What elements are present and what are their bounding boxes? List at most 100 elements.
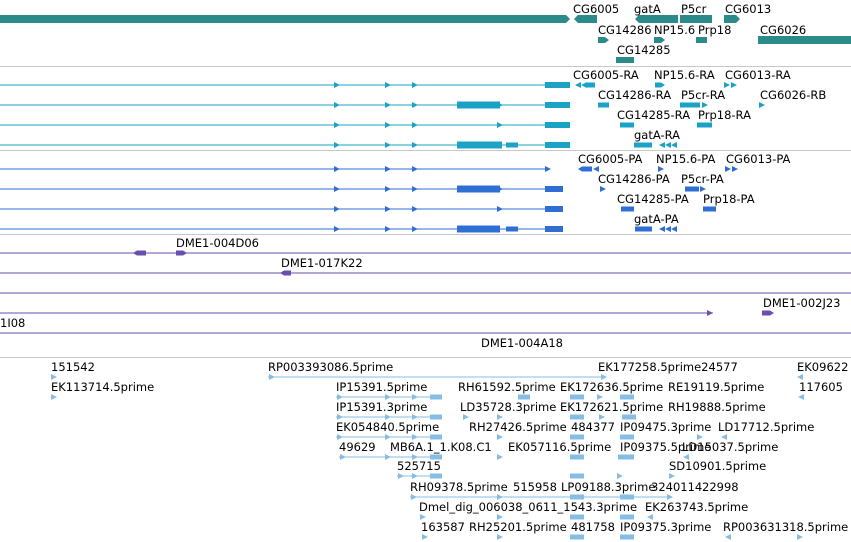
est-label[interactable]: 3240114 — [651, 480, 702, 494]
strand-arrow-right[interactable] — [385, 226, 391, 232]
est-label[interactable]: IP09375.3prime — [620, 520, 711, 534]
exon-block[interactable] — [635, 15, 678, 23]
strand-arrow-right[interactable] — [337, 414, 343, 420]
strand-arrow-left[interactable] — [575, 82, 581, 88]
est-block[interactable] — [430, 473, 442, 479]
est-block[interactable] — [618, 454, 634, 460]
exon-block[interactable] — [545, 82, 570, 88]
exon-block[interactable] — [506, 226, 518, 232]
est-label[interactable]: LD17712.5prime — [718, 420, 814, 434]
exon-block[interactable] — [758, 36, 851, 44]
strand-arrow-right[interactable] — [334, 186, 340, 192]
strand-arrow-right[interactable] — [697, 434, 703, 440]
strand-arrow-right[interactable] — [669, 473, 675, 479]
strand-arrow-right[interactable] — [411, 494, 417, 500]
est-label[interactable]: IP15391.5prime — [336, 380, 427, 394]
protein-label[interactable]: Prp18-PA — [703, 192, 755, 206]
protein-label[interactable]: CG6013-PA — [726, 152, 791, 166]
strand-arrow-right[interactable] — [497, 534, 503, 540]
gene-label[interactable]: CG14285 — [617, 43, 671, 57]
exon-block[interactable] — [598, 102, 609, 108]
est-label[interactable]: EK172621.5prime — [560, 400, 663, 414]
gene-label[interactable]: P5cr — [681, 2, 707, 16]
exon-block[interactable] — [280, 270, 291, 276]
protein-label[interactable]: gatA-PA — [634, 212, 679, 226]
est-label[interactable]: LD15037.5prime — [682, 440, 778, 454]
est-block[interactable] — [570, 394, 584, 400]
transcript-label[interactable]: P5cr-RA — [681, 88, 725, 102]
exon-block[interactable] — [545, 102, 570, 108]
est-label[interactable]: 49629 — [339, 440, 376, 454]
strand-arrow-right[interactable] — [797, 534, 803, 540]
est-label[interactable]: 151542 — [51, 360, 95, 374]
strand-arrow-right[interactable] — [340, 454, 346, 460]
strand-arrow-right[interactable] — [412, 473, 418, 479]
exon-block[interactable] — [598, 37, 609, 43]
exon-block[interactable] — [545, 142, 570, 148]
strand-arrow-right[interactable] — [385, 186, 391, 192]
gene-label[interactable]: CG6026 — [760, 23, 806, 37]
transcript-label[interactable]: CG14285-RA — [617, 108, 690, 122]
strand-arrow-right[interactable] — [412, 82, 418, 88]
strand-arrow-right[interactable] — [412, 186, 418, 192]
strand-arrow-right[interactable] — [385, 414, 391, 420]
transcript-label[interactable]: NP15.6-RA — [654, 68, 715, 82]
strand-arrow-left[interactable] — [721, 434, 727, 440]
strand-arrow-right[interactable] — [617, 473, 623, 479]
est-label[interactable]: RH61592.5prime — [458, 380, 556, 394]
strand-arrow-right[interactable] — [412, 414, 418, 420]
strand-arrow-right[interactable] — [497, 494, 503, 500]
transcript-label[interactable]: CG6026-RB — [760, 88, 826, 102]
strand-arrow-left[interactable] — [798, 394, 804, 400]
est-block[interactable] — [620, 534, 634, 540]
exon-block[interactable] — [762, 310, 774, 316]
strand-arrow-right[interactable] — [337, 394, 343, 400]
est-block[interactable] — [430, 434, 442, 440]
strand-arrow-right[interactable] — [497, 186, 503, 192]
gene-label[interactable]: CG6005 — [573, 2, 619, 16]
strand-arrow-left[interactable] — [683, 454, 689, 460]
exon-block[interactable] — [616, 57, 634, 63]
strand-arrow-left[interactable] — [647, 514, 653, 520]
strand-arrow-right[interactable] — [385, 206, 391, 212]
est-block[interactable] — [622, 414, 636, 420]
exon-block[interactable] — [724, 15, 740, 23]
est-block[interactable] — [570, 514, 584, 520]
strand-arrow-right[interactable] — [385, 142, 391, 148]
strand-arrow-right[interactable] — [497, 414, 503, 420]
strand-arrow-right[interactable] — [463, 414, 469, 420]
strand-arrow-right[interactable] — [51, 394, 57, 400]
strand-arrow-left[interactable] — [725, 534, 731, 540]
est-block[interactable] — [570, 414, 584, 420]
strand-arrow-right[interactable] — [385, 166, 391, 172]
exon-block[interactable] — [685, 186, 699, 192]
strand-arrow-left[interactable] — [671, 142, 677, 148]
exon-block[interactable] — [457, 101, 500, 109]
exon-block[interactable] — [133, 250, 146, 256]
gene-label[interactable]: gatA — [634, 2, 661, 16]
exon-block[interactable] — [696, 37, 707, 43]
strand-arrow-right[interactable] — [51, 374, 57, 380]
strand-arrow-right[interactable] — [334, 142, 340, 148]
strand-arrow-right[interactable] — [385, 434, 391, 440]
exon-block[interactable] — [176, 250, 187, 256]
strand-arrow-right[interactable] — [731, 82, 737, 88]
est-block[interactable] — [430, 394, 442, 400]
est-label[interactable]: MB6A.1_1.K08.C1 — [390, 440, 492, 454]
strand-arrow-right[interactable] — [497, 122, 503, 128]
clone-label[interactable]: DME1-002J23 — [763, 296, 841, 310]
clone-label[interactable]: DME1-004A18 — [481, 336, 563, 350]
est-label[interactable]: RH25201.5prime — [469, 520, 567, 534]
strand-arrow-right[interactable] — [667, 494, 673, 500]
est-block[interactable] — [570, 434, 584, 440]
exon-block[interactable] — [655, 82, 665, 88]
est-block[interactable] — [620, 514, 634, 520]
est-block[interactable] — [570, 454, 584, 460]
est-label[interactable]: EK054840.5prime — [336, 420, 439, 434]
est-block[interactable] — [518, 394, 530, 400]
est-label[interactable]: 22998 — [702, 480, 739, 494]
gene-label[interactable]: CG14286 — [598, 23, 652, 37]
est-label[interactable]: 117605 — [799, 380, 843, 394]
strand-arrow-right[interactable] — [658, 166, 664, 172]
strand-arrow-right[interactable] — [497, 514, 503, 520]
